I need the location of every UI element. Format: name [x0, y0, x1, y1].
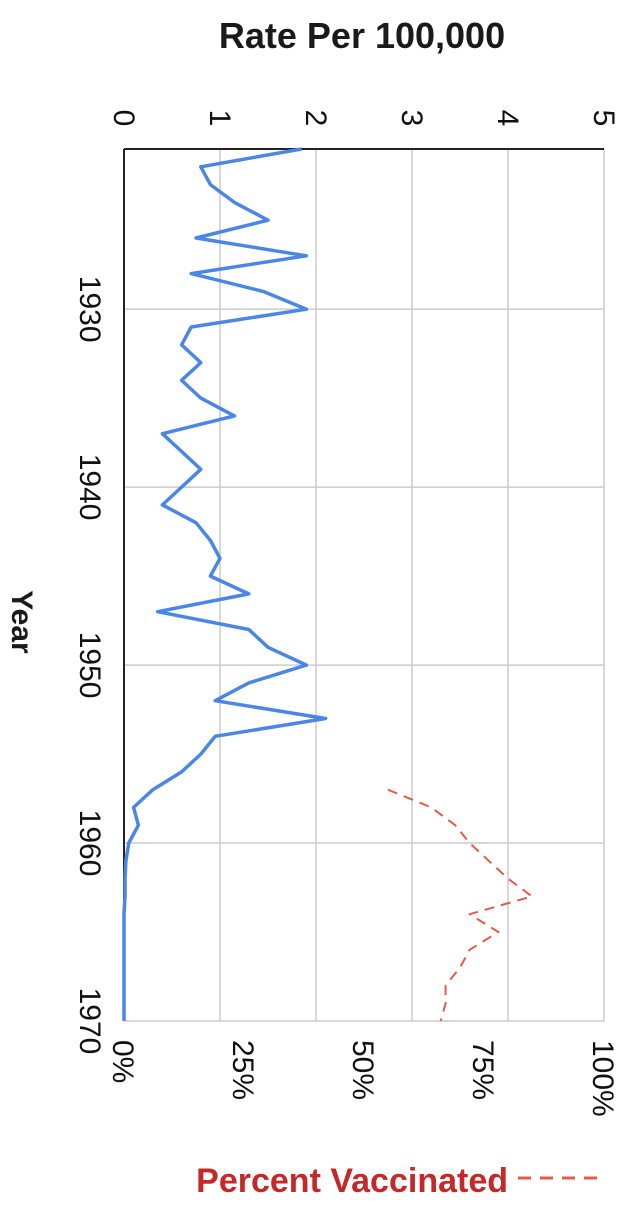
- rate-tick-label: 0: [107, 110, 140, 127]
- rate-line: [122, 147, 328, 1021]
- series-layer: [122, 147, 533, 1022]
- legend-label: Percent Vaccinated: [196, 1162, 508, 1200]
- rate-tick-label: 1: [203, 110, 236, 127]
- percent-axis-ticks: 0% 25% 50% 75% 100%: [106, 1040, 619, 1117]
- rate-tick-label: 4: [491, 110, 524, 127]
- rate-axis-ticks: 0 1 2 3 4 5: [107, 110, 620, 127]
- rate-axis-title: Rate Per 100,000: [219, 15, 505, 56]
- rate-tick-label: 3: [395, 110, 428, 127]
- year-axis-title: Year: [5, 590, 38, 654]
- rate-tick-label: 5: [587, 110, 620, 127]
- percent-tick-label: 100%: [586, 1040, 619, 1117]
- percent-tick-label: 0%: [106, 1040, 139, 1083]
- percent-tick-label: 25%: [226, 1040, 259, 1100]
- gridlines: [124, 149, 605, 1022]
- legend: Percent Vaccinated: [196, 1162, 606, 1200]
- year-axis-ticks: 1930 1940 1950 1960 1970: [73, 276, 106, 1055]
- year-tick-label: 1970: [73, 988, 106, 1055]
- rate-tick-label: 2: [299, 110, 332, 127]
- axes: [123, 148, 604, 1021]
- percent-tick-label: 50%: [346, 1040, 379, 1100]
- year-tick-label: 1950: [73, 632, 106, 699]
- percent-tick-label: 75%: [466, 1040, 499, 1100]
- year-tick-label: 1960: [73, 810, 106, 877]
- year-tick-label: 1940: [73, 454, 106, 521]
- year-tick-label: 1930: [73, 276, 106, 343]
- percent-vaccinated-line: [387, 788, 533, 1022]
